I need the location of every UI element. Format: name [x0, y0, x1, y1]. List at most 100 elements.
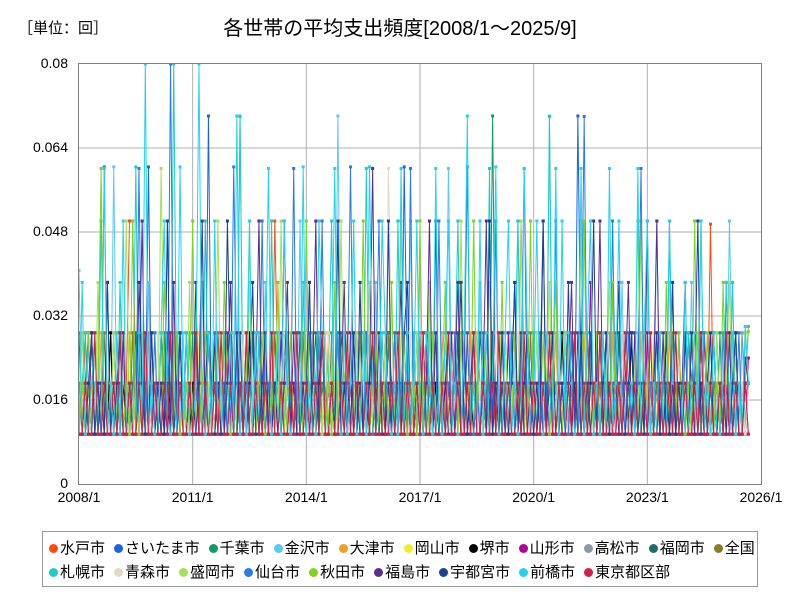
series-marker	[667, 381, 671, 385]
series-marker	[497, 381, 501, 385]
legend-item-仙台市[interactable]: 仙台市	[244, 565, 300, 580]
series-marker	[544, 331, 548, 335]
series-marker	[551, 381, 555, 385]
legend-item-高松市[interactable]: 高松市	[583, 541, 640, 556]
series-marker	[105, 432, 109, 436]
legend-item-福島市[interactable]: 福島市	[374, 565, 430, 580]
legend-item-金沢市[interactable]: 金沢市	[273, 541, 330, 556]
series-marker	[184, 381, 188, 385]
series-marker	[743, 356, 747, 360]
series-marker	[690, 331, 694, 335]
series-marker	[532, 432, 536, 436]
series-marker	[686, 381, 690, 385]
series-marker	[159, 381, 163, 385]
series-marker	[636, 219, 640, 223]
series-marker	[582, 381, 586, 385]
series-marker	[191, 219, 195, 223]
series-marker	[248, 331, 251, 335]
series-marker	[746, 325, 750, 328]
legend-item-秋田市[interactable]: 秋田市	[309, 565, 365, 580]
series-marker	[399, 280, 403, 284]
series-marker	[560, 432, 564, 436]
series-marker	[320, 432, 324, 436]
series-marker	[570, 381, 574, 385]
legend-item-水戸市[interactable]: 水戸市	[49, 541, 105, 556]
series-marker	[374, 381, 378, 385]
legend-marker-icon	[114, 543, 124, 553]
series-marker	[124, 219, 128, 223]
series-marker	[554, 381, 558, 385]
series-marker	[667, 432, 671, 436]
series-marker	[645, 432, 649, 436]
series-marker	[184, 331, 188, 335]
legend-item-札幌市[interactable]: 札幌市	[49, 565, 105, 580]
series-marker	[99, 432, 103, 436]
series-marker	[601, 381, 605, 385]
series-marker	[746, 432, 750, 436]
series-marker	[235, 432, 239, 436]
series-marker	[450, 331, 454, 335]
series-marker	[112, 432, 116, 436]
series-marker	[664, 280, 668, 284]
series-marker	[633, 432, 637, 436]
legend-item-さいたま市[interactable]: さいたま市	[114, 541, 200, 556]
series-marker	[295, 331, 299, 335]
series-marker	[472, 432, 476, 436]
series-marker	[708, 222, 712, 226]
series-marker	[506, 432, 510, 436]
series-marker	[607, 331, 611, 335]
legend-item-盛岡市[interactable]: 盛岡市	[179, 565, 235, 580]
series-marker	[222, 331, 226, 335]
legend-item-青森市[interactable]: 青森市	[114, 565, 170, 580]
series-marker	[390, 280, 394, 284]
series-marker	[266, 381, 270, 385]
series-marker	[623, 432, 627, 436]
series-marker	[393, 331, 397, 335]
series-marker	[320, 381, 324, 385]
series-marker	[307, 280, 311, 284]
series-marker	[83, 381, 87, 385]
series-marker	[494, 331, 498, 335]
series-marker	[80, 280, 84, 284]
series-marker	[443, 280, 447, 284]
series-marker	[150, 331, 154, 335]
series-marker	[371, 331, 375, 335]
series-marker	[547, 280, 551, 284]
series-marker	[361, 219, 365, 223]
series-marker	[225, 219, 229, 223]
series-marker	[317, 381, 321, 385]
series-marker	[143, 331, 147, 335]
series-marker	[724, 331, 728, 335]
legend-item-宇都宮市[interactable]: 宇都宮市	[439, 565, 510, 580]
legend-item-大津市[interactable]: 大津市	[338, 541, 395, 556]
series-marker	[424, 432, 428, 436]
series-marker	[140, 331, 144, 335]
series-marker	[409, 381, 413, 385]
series-marker	[683, 331, 687, 335]
series-marker	[109, 331, 113, 335]
legend-item-千葉市[interactable]: 千葉市	[208, 541, 265, 556]
series-marker	[570, 280, 574, 284]
series-marker	[244, 381, 248, 385]
series-marker	[203, 219, 207, 223]
series-marker	[206, 381, 210, 385]
series-marker	[317, 219, 321, 223]
series-marker	[79, 268, 81, 272]
legend-item-東京都区部[interactable]: 東京都区部	[584, 565, 670, 580]
series-marker	[690, 432, 694, 436]
legend-item-岡山市[interactable]: 岡山市	[403, 541, 460, 556]
legend-item-全国[interactable]: 全国	[713, 541, 755, 556]
series-marker	[210, 432, 214, 436]
series-marker	[519, 219, 523, 223]
series-marker	[371, 166, 375, 170]
series-marker	[364, 166, 368, 170]
series-marker	[399, 381, 403, 385]
legend-item-堺市[interactable]: 堺市	[468, 541, 510, 556]
legend-item-前橋市[interactable]: 前橋市	[519, 565, 575, 580]
series-marker	[570, 331, 574, 335]
legend-label: 福岡市	[659, 539, 705, 557]
legend-item-山形市[interactable]: 山形市	[518, 541, 575, 556]
series-marker	[257, 381, 261, 385]
legend-item-福岡市[interactable]: 福岡市	[648, 539, 705, 557]
series-marker	[178, 165, 182, 169]
